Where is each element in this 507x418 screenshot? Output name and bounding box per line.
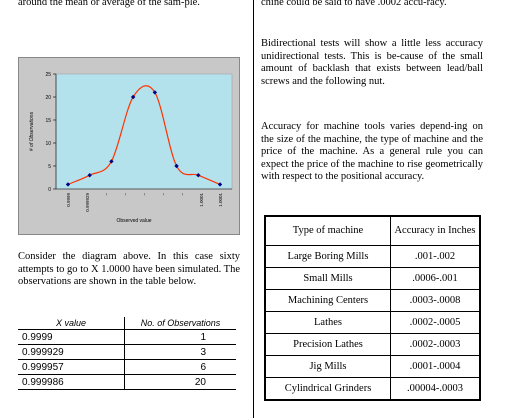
data-point — [65, 182, 71, 187]
table-row: Machining Centers .0003-.0008 — [264, 289, 481, 312]
table-row: Jig Mills .0001-.0004 — [264, 355, 481, 378]
paragraph-bidirectional: Bidirectional tests will show a little l… — [261, 38, 483, 87]
table-row: 0.9999 1 — [18, 329, 236, 345]
x-value-cell: 0.999957 — [18, 359, 125, 375]
data-point — [130, 94, 136, 100]
table-row: Cylindrical Grinders .00004-.0003 — [264, 377, 481, 401]
table-row: Large Boring Mills .001-.002 — [264, 245, 481, 268]
table-row: 0.999957 6 — [18, 359, 236, 375]
plot-area — [55, 73, 233, 190]
count-cell: 6 — [124, 359, 236, 375]
header-x-value: X value — [18, 317, 125, 330]
x-tick-label: 0.999929 — [85, 193, 90, 212]
intro-fragment: around the mean or average of the sam-pl… — [18, 0, 200, 8]
x-tick-label: 1.0001 — [199, 193, 204, 207]
accuracy-cell: .0001-.0004 — [390, 355, 481, 378]
machine-type-cell: Cylindrical Grinders — [264, 377, 391, 401]
column-divider — [253, 0, 254, 418]
accuracy-table: Type of machine Accuracy in Inches Large… — [264, 215, 481, 401]
accuracy-cell: .00004-.0003 — [390, 377, 481, 401]
count-cell: 20 — [124, 374, 236, 390]
x-value-cell: 0.9999 — [18, 329, 125, 345]
x-tick-label: – — [123, 193, 128, 196]
table-row: Small Mills .0006-.001 — [264, 267, 481, 290]
accuracy-cell: .001-.002 — [390, 245, 481, 268]
machine-type-cell: Lathes — [264, 311, 391, 334]
machine-type-cell: Precision Lathes — [264, 333, 391, 356]
count-cell: 3 — [124, 344, 236, 360]
y-tick-label: 10 — [45, 141, 51, 147]
accuracy-cell: .0002-.0005 — [390, 311, 481, 334]
x-tick-label: – — [161, 193, 166, 196]
data-point — [217, 182, 223, 187]
machine-type-cell: Large Boring Mills — [264, 245, 391, 268]
x-value-cell: 0.999929 — [18, 344, 125, 360]
header-no-observations: No. of Observations — [124, 317, 236, 330]
data-point — [152, 90, 158, 95]
accuracy-cell: .0003-.0008 — [390, 289, 481, 312]
data-point — [174, 163, 179, 169]
table-row: 0.999929 3 — [18, 344, 236, 360]
accuracy-cell: .0006-.001 — [390, 267, 481, 290]
x-tick-label: – — [142, 193, 147, 196]
header-accuracy: Accuracy in Inches — [390, 215, 481, 246]
count-cell: 1 — [124, 329, 236, 345]
observation-chart: 0 5 10 15 20 25 0.9999 0.999929 – – – – – 1.0001 1.000… — [18, 57, 240, 235]
observations-table: X value No. of Observations 0.9999 1 0.9… — [18, 317, 236, 390]
x-axis-title: Observed value — [116, 218, 151, 224]
y-axis-title: # of Observations — [29, 111, 35, 151]
y-tick-label: 20 — [45, 95, 51, 101]
table-row: Precision Lathes .0002-.0003 — [264, 333, 481, 356]
y-tick-label: 15 — [45, 118, 51, 124]
series-line — [67, 85, 221, 185]
x-tick-label: – — [104, 193, 109, 196]
data-point — [109, 159, 114, 164]
x-tick-label: 0.9999 — [66, 193, 71, 207]
paragraph-accuracy: Accuracy for machine tools varies depend… — [261, 121, 483, 182]
machine-type-cell: Small Mills — [264, 267, 391, 290]
x-value-cell: 0.999986 — [18, 374, 125, 390]
y-tick-label: 5 — [48, 164, 51, 170]
top-fragment: chine could be said to have .0002 accu-r… — [261, 0, 447, 8]
accuracy-cell: .0002-.0003 — [390, 333, 481, 356]
x-tick-label: 1.0001 — [218, 193, 223, 207]
chart-svg: 0 5 10 15 20 25 0.9999 0.999929 – – – – – 1.0001 1.000… — [29, 72, 233, 224]
y-tick-label: 0 — [48, 187, 51, 193]
paragraph-consider: Consider the diagram above. In this case… — [18, 251, 240, 287]
header-type-of-machine: Type of machine — [264, 215, 391, 246]
x-tick-label: – — [180, 193, 185, 196]
machine-type-cell: Machining Centers — [264, 289, 391, 312]
data-point — [87, 173, 92, 178]
y-tick-label: 25 — [45, 72, 51, 78]
table-row: 0.999986 20 — [18, 374, 236, 390]
table-row: Lathes .0002-.0005 — [264, 311, 481, 334]
machine-type-cell: Jig Mills — [264, 355, 391, 378]
data-point — [196, 173, 201, 178]
